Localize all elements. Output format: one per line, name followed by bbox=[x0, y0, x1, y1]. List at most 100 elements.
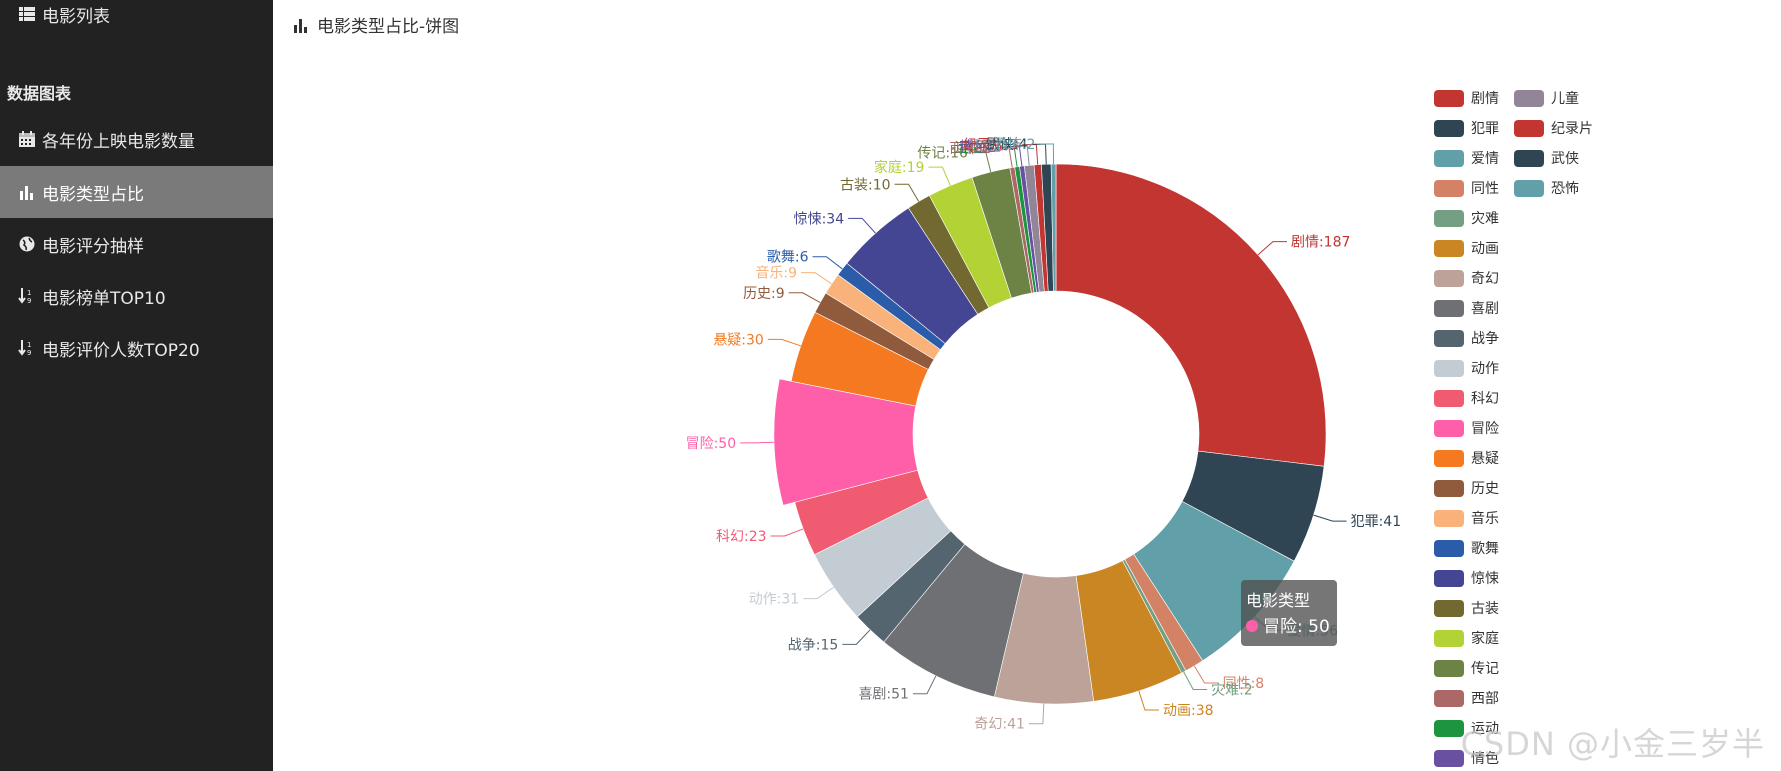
legend-item-7[interactable]: 喜剧 bbox=[1434, 300, 1499, 317]
pie-label-14: 音乐:9 bbox=[755, 265, 797, 282]
legend-item-21[interactable]: 运动 bbox=[1434, 720, 1499, 737]
legend-swatch bbox=[1434, 690, 1464, 707]
pie-label-line-10 bbox=[770, 528, 804, 537]
pie-label-line-3 bbox=[1193, 665, 1219, 684]
legend-swatch bbox=[1434, 330, 1464, 347]
legend-label: 科幻 bbox=[1471, 391, 1499, 407]
legend-item-14[interactable]: 音乐 bbox=[1434, 510, 1499, 527]
pie-label-line-16 bbox=[848, 217, 876, 234]
legend-item-11[interactable]: 冒险 bbox=[1434, 420, 1499, 437]
legend-swatch bbox=[1434, 240, 1464, 257]
pie-slice-26[interactable] bbox=[1050, 163, 1057, 292]
legend-item-18[interactable]: 家庭 bbox=[1434, 630, 1499, 647]
sidebar-item-movie-list[interactable]: 电影列表 bbox=[0, 0, 273, 40]
legend-item-24[interactable]: 纪录片 bbox=[1514, 120, 1593, 137]
legend-item-26[interactable]: 恐怖 bbox=[1514, 180, 1579, 197]
sidebar-item-score-sample[interactable]: 电影评分抽样 bbox=[0, 218, 273, 270]
svg-text:1: 1 bbox=[27, 289, 31, 297]
legend-item-20[interactable]: 西部 bbox=[1434, 690, 1499, 707]
legend-swatch bbox=[1434, 90, 1464, 107]
legend-item-16[interactable]: 惊悚 bbox=[1434, 570, 1499, 587]
pie-label-4: 灾难:2 bbox=[1211, 682, 1253, 699]
legend-swatch bbox=[1434, 720, 1464, 737]
legend-item-22[interactable]: 情色 bbox=[1434, 750, 1499, 767]
legend-item-17[interactable]: 古装 bbox=[1434, 600, 1499, 617]
legend-item-2[interactable]: 爱情 bbox=[1434, 150, 1499, 167]
pie-label-3: 同性:8 bbox=[1223, 676, 1265, 692]
legend-swatch bbox=[1434, 210, 1464, 227]
legend-item-25[interactable]: 武侠 bbox=[1514, 150, 1579, 167]
sidebar-item-genre-ratio[interactable]: 电影类型占比 bbox=[0, 166, 273, 218]
legend-swatch bbox=[1434, 360, 1464, 377]
legend-swatch bbox=[1434, 540, 1464, 557]
legend-item-3[interactable]: 同性 bbox=[1434, 180, 1499, 197]
pie-label-1: 犯罪:41 bbox=[1351, 514, 1402, 530]
legend-swatch bbox=[1434, 600, 1464, 617]
legend-item-8[interactable]: 战争 bbox=[1434, 330, 1499, 347]
pie-label-line-1 bbox=[1313, 514, 1347, 522]
legend-item-1[interactable]: 犯罪 bbox=[1434, 120, 1499, 137]
legend-item-6[interactable]: 奇幻 bbox=[1434, 270, 1499, 287]
pie-label-22: 情色:2 bbox=[960, 138, 1002, 155]
legend-label: 剧情 bbox=[1471, 91, 1499, 107]
legend-label: 古装 bbox=[1471, 601, 1499, 617]
pie-label-12: 悬疑:30 bbox=[713, 332, 764, 348]
pie-label-line-11 bbox=[740, 441, 775, 444]
pie-label-line-26 bbox=[1039, 143, 1055, 165]
svg-text:9: 9 bbox=[27, 349, 31, 357]
legend-swatch bbox=[1434, 480, 1464, 497]
pie-slice-11[interactable] bbox=[773, 378, 919, 506]
pie-label-6: 奇幻:41 bbox=[974, 716, 1025, 733]
sidebar-item-yearly-count[interactable]: 各年份上映电影数量 bbox=[0, 113, 273, 165]
legend-swatch bbox=[1434, 120, 1464, 137]
legend-label: 武侠 bbox=[1551, 151, 1579, 167]
genre-pie-chart: 剧情:187犯罪:41爱情:56同性:8灾难:2动画:38奇幻:41喜剧:51战… bbox=[686, 90, 1593, 767]
legend-item-15[interactable]: 歌舞 bbox=[1434, 540, 1499, 557]
pie-label-line-15 bbox=[812, 256, 843, 270]
legend-item-4[interactable]: 灾难 bbox=[1434, 210, 1499, 227]
pie-label-7: 喜剧:51 bbox=[858, 687, 909, 703]
sidebar-item-label: 电影评分抽样 bbox=[42, 236, 144, 257]
legend-item-9[interactable]: 动作 bbox=[1434, 360, 1499, 377]
tooltip-item: 冒险: 50 bbox=[1263, 617, 1330, 637]
pie-label-line-8 bbox=[842, 629, 871, 645]
legend-item-23[interactable]: 儿童 bbox=[1514, 90, 1579, 107]
legend-swatch bbox=[1514, 90, 1544, 107]
legend-label: 西部 bbox=[1471, 691, 1499, 707]
legend-label: 悬疑 bbox=[1471, 451, 1499, 467]
pie-label-line-0 bbox=[1257, 241, 1287, 256]
legend-label: 犯罪 bbox=[1471, 121, 1499, 137]
legend-item-12[interactable]: 悬疑 bbox=[1434, 450, 1499, 467]
pie-label-9: 动作:31 bbox=[749, 592, 800, 608]
sidebar: 电影列表 数据图表 各年份上映电影数量 电影类型占比 电影评分抽样 1 9 电影… bbox=[0, 0, 273, 771]
tooltip-title: 电影类型 bbox=[1246, 591, 1310, 610]
legend-swatch bbox=[1514, 150, 1544, 167]
sidebar-item-label: 电影榜单TOP10 bbox=[42, 288, 166, 309]
legend-label: 恐怖 bbox=[1551, 180, 1579, 197]
sidebar-item-top20[interactable]: 1 9 电影评价人数TOP20 bbox=[0, 322, 273, 374]
legend-swatch bbox=[1434, 180, 1464, 197]
pie-label-line-17 bbox=[894, 183, 920, 202]
sidebar-item-top10[interactable]: 1 9 电影榜单TOP10 bbox=[0, 270, 273, 322]
bar-chart-icon bbox=[294, 18, 307, 33]
pie-label-21: 运动:2 bbox=[955, 140, 997, 156]
calendar-icon bbox=[19, 131, 35, 147]
pie-label-line-23 bbox=[1013, 144, 1030, 166]
pie-label-20: 西部:2 bbox=[949, 141, 991, 157]
pie-label-line-19 bbox=[971, 152, 992, 173]
legend-item-13[interactable]: 历史 bbox=[1434, 480, 1499, 497]
legend-item-10[interactable]: 科幻 bbox=[1434, 390, 1499, 407]
pie-label-line-21 bbox=[1000, 146, 1018, 167]
list-icon bbox=[19, 7, 35, 21]
pie-label-25: 武侠:4 bbox=[986, 137, 1028, 153]
legend-swatch bbox=[1434, 150, 1464, 167]
legend-label: 歌舞 bbox=[1471, 541, 1499, 557]
legend-item-0[interactable]: 剧情 bbox=[1434, 90, 1499, 107]
chart-tooltip: 电影类型 冒险: 50 bbox=[1241, 580, 1337, 646]
legend-item-5[interactable]: 动画 bbox=[1434, 240, 1499, 257]
legend-item-19[interactable]: 传记 bbox=[1434, 660, 1499, 677]
page-title: 电影类型占比-饼图 bbox=[293, 12, 459, 37]
watermark: CSDN @小金三岁半 bbox=[1460, 725, 1765, 763]
pie-slice-0[interactable] bbox=[1055, 163, 1327, 467]
bar-chart-icon bbox=[20, 186, 33, 200]
